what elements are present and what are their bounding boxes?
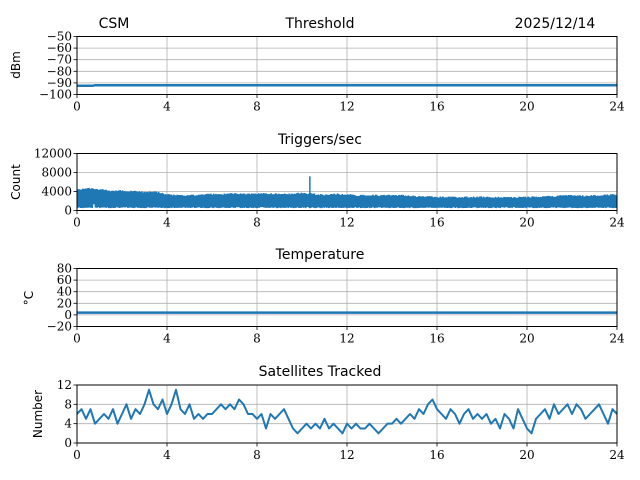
header-left-label: CSM bbox=[99, 16, 130, 32]
y-tick-label: −50 bbox=[47, 30, 72, 44]
y-tick-label: 12000 bbox=[34, 147, 72, 161]
x-tick-label: 20 bbox=[519, 332, 534, 346]
subplot-threshold: 0 4 8 12 16 20 24 −100−90−80−70−60−50 Threshold d… bbox=[9, 16, 625, 114]
x-tick-label: 8 bbox=[253, 332, 261, 346]
y-tick-label: 4 bbox=[64, 417, 72, 431]
triggers-series-band bbox=[77, 188, 617, 208]
x-tick-label: 4 bbox=[163, 448, 171, 462]
y-axis-label: Number bbox=[31, 390, 45, 438]
x-tick-label: 20 bbox=[519, 448, 534, 462]
y-tick-label: 0 bbox=[64, 204, 72, 218]
subplot-title: Triggers/sec bbox=[277, 132, 362, 148]
x-tick-label: 16 bbox=[429, 216, 444, 230]
x-tick-label: 20 bbox=[519, 216, 534, 230]
x-tick-label: 16 bbox=[429, 448, 444, 462]
y-tick-label: −100 bbox=[39, 88, 72, 102]
y-tick-label: −20 bbox=[47, 320, 72, 334]
x-tick-label: 24 bbox=[609, 100, 625, 114]
y-tick-label: 8000 bbox=[41, 166, 72, 180]
y-tick-label: 40 bbox=[57, 285, 72, 299]
x-tick-label: 16 bbox=[429, 332, 444, 346]
x-tick-label: 0 bbox=[73, 216, 81, 230]
x-tick-label: 16 bbox=[429, 100, 444, 114]
y-tick-label: 12 bbox=[57, 378, 72, 392]
data-layer bbox=[77, 83, 617, 88]
x-tick-label: 8 bbox=[253, 100, 261, 114]
x-tick-label: 24 bbox=[609, 332, 625, 346]
y-axis-label: Count bbox=[9, 164, 23, 200]
x-tick-label: 0 bbox=[73, 100, 81, 114]
header-right-date: 2025/12/14 bbox=[515, 16, 596, 32]
y-axis-label: °C bbox=[22, 291, 36, 305]
subplot-triggers-sec: 0 4 8 12 16 20 24 0 4000 8000 12000 Triggers/sec Cou… bbox=[9, 132, 625, 230]
x-tick-label: 0 bbox=[73, 448, 81, 462]
x-tick-label: 24 bbox=[609, 448, 625, 462]
subplot-title: Satellites Tracked bbox=[259, 364, 382, 380]
series-line bbox=[77, 388, 617, 435]
x-tick-label: 12 bbox=[339, 216, 354, 230]
y-tick-label: 0 bbox=[64, 308, 72, 322]
y-tick-label: 60 bbox=[57, 273, 72, 287]
x-tick-label: 8 bbox=[253, 216, 261, 230]
series-line bbox=[77, 83, 617, 88]
data-layer bbox=[77, 388, 617, 435]
y-tick-label: −80 bbox=[47, 64, 72, 78]
x-tick-label: 4 bbox=[163, 100, 171, 114]
subplot-title: Threshold bbox=[285, 16, 355, 32]
subplot-satellites-tracked: 0 4 8 12 16 20 24 0 4 8 12 Satellites Tracked Number bbox=[31, 364, 625, 462]
x-tick-label: 12 bbox=[339, 332, 354, 346]
y-axis-label: dBm bbox=[9, 51, 23, 79]
x-tick-label: 24 bbox=[609, 216, 625, 230]
y-tick-label: −60 bbox=[47, 41, 72, 55]
y-tick-label: 0 bbox=[64, 436, 72, 450]
x-tick-label: 0 bbox=[73, 332, 81, 346]
y-tick-label: 80 bbox=[57, 262, 72, 276]
x-tick-label: 20 bbox=[519, 100, 534, 114]
y-tick-label: −70 bbox=[47, 53, 72, 67]
x-tick-label: 8 bbox=[253, 448, 261, 462]
y-tick-label: −90 bbox=[47, 76, 72, 90]
y-tick-label: 8 bbox=[64, 397, 72, 411]
x-tick-label: 4 bbox=[163, 216, 171, 230]
y-tick-label: 4000 bbox=[41, 185, 72, 199]
subplot-title: Temperature bbox=[275, 247, 365, 263]
y-tick-label: 20 bbox=[57, 296, 72, 310]
x-tick-label: 12 bbox=[339, 448, 354, 462]
x-tick-label: 4 bbox=[163, 332, 171, 346]
x-tick-label: 12 bbox=[339, 100, 354, 114]
data-layer bbox=[77, 176, 617, 209]
